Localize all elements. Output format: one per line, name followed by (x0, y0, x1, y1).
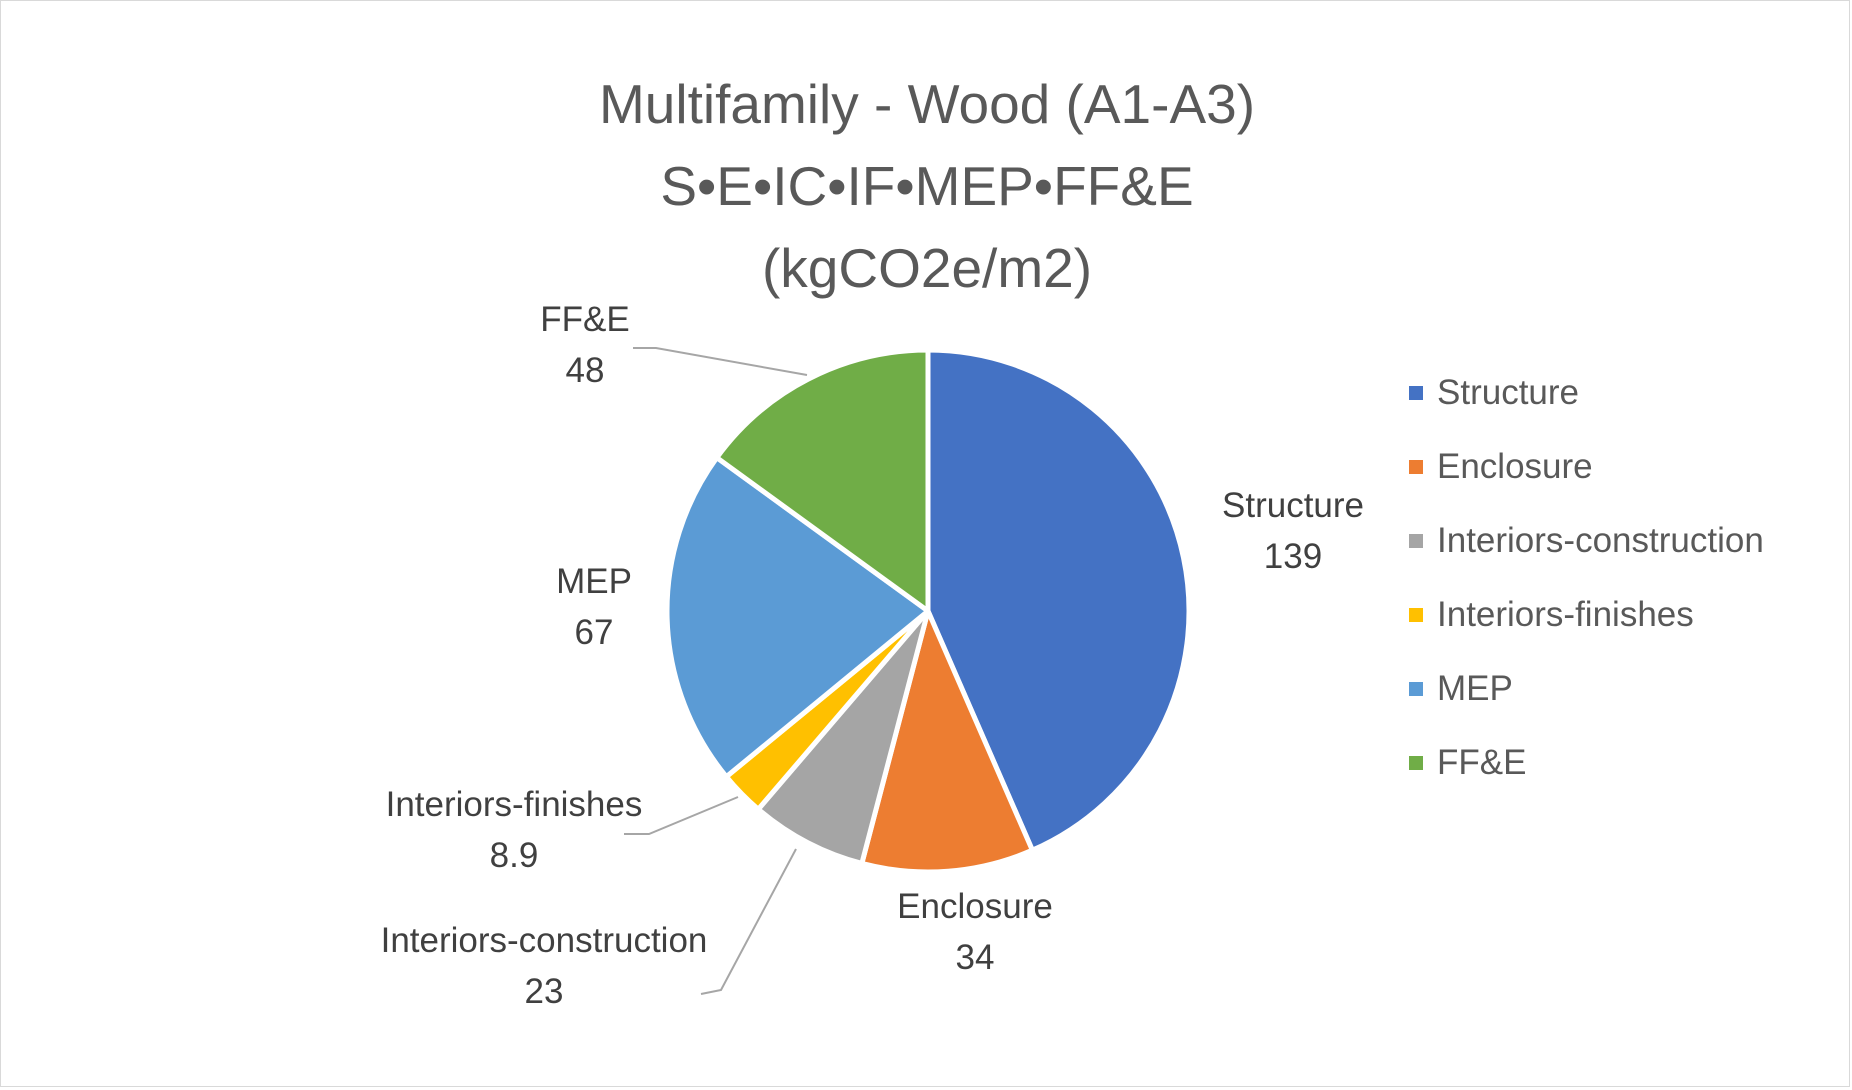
leader-line-interiors-finishes (624, 796, 739, 835)
data-label-name-interiors-finishes: Interiors-finishes (386, 785, 643, 824)
leader-line-ffe (633, 347, 808, 376)
data-label-name-structure: Structure (1222, 486, 1364, 525)
data-label-value-interiors-finishes: 8.9 (490, 836, 539, 875)
legend-item-mep: MEP (1409, 652, 1839, 726)
data-label-value-interiors-construction: 23 (525, 972, 564, 1011)
data-label-name-enclosure: Enclosure (897, 887, 1053, 926)
pie-slice-mep (664, 455, 931, 780)
legend-item-ffe: FF&E (1409, 726, 1839, 800)
legend-label-interiors-finishes: Interiors-finishes (1437, 595, 1694, 634)
legend-swatch-ffe (1409, 756, 1423, 770)
legend-swatch-interiors-finishes (1409, 608, 1423, 622)
legend-label-enclosure: Enclosure (1437, 447, 1593, 486)
legend-swatch-structure (1409, 386, 1423, 400)
legend-swatch-interiors-construction (1409, 534, 1423, 548)
legend-label-structure: Structure (1437, 373, 1579, 412)
pie-slice-enclosure (859, 608, 1035, 875)
leader-line-interiors-construction (700, 848, 797, 995)
chart-title-line-1: Multifamily - Wood (A1-A3) (598, 73, 1256, 135)
legend-label-interiors-construction: Interiors-construction (1437, 521, 1764, 560)
chart-title: Multifamily - Wood (A1-A3) S•E•IC•IF•MEP… (1, 63, 1852, 309)
legend: Structure Enclosure Interiors-constructi… (1409, 356, 1839, 800)
legend-item-enclosure: Enclosure (1409, 430, 1839, 504)
legend-item-structure: Structure (1409, 356, 1839, 430)
data-label-value-structure: 139 (1264, 537, 1322, 576)
chart-title-line-2: S•E•IC•IF•MEP•FF&E (660, 155, 1194, 217)
pie-slice-ffe (714, 347, 931, 614)
data-label-name-ffe: FF&E (540, 300, 629, 339)
data-label-value-ffe: 48 (566, 351, 605, 390)
pie-slice-structure (925, 347, 1192, 853)
legend-swatch-mep (1409, 682, 1423, 696)
legend-item-interiors-construction: Interiors-construction (1409, 504, 1839, 578)
data-label-value-mep: 67 (575, 613, 614, 652)
legend-swatch-enclosure (1409, 460, 1423, 474)
legend-label-ffe: FF&E (1437, 743, 1527, 782)
data-label-name-mep: MEP (556, 562, 632, 601)
data-label-name-interiors-construction: Interiors-construction (381, 921, 708, 960)
chart-title-line-3: (kgCO2e/m2) (761, 237, 1093, 299)
data-label-value-enclosure: 34 (956, 938, 995, 977)
legend-label-mep: MEP (1437, 669, 1513, 708)
legend-item-interiors-finishes: Interiors-finishes (1409, 578, 1839, 652)
